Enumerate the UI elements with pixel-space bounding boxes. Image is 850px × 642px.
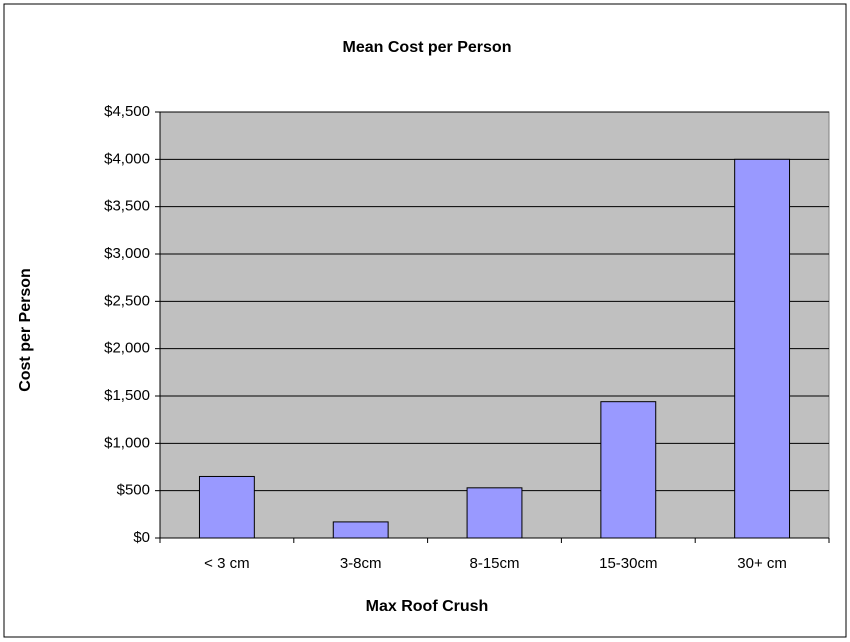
x-tick-label: 30+ cm: [737, 555, 787, 572]
y-tick-label: $3,000: [104, 245, 150, 262]
y-axis-label: Cost per Person: [17, 268, 34, 392]
y-tick-label: $1,500: [104, 387, 150, 404]
bar: [332, 521, 389, 539]
bar: [198, 475, 255, 539]
bar: [600, 401, 657, 539]
x-axis-label: Max Roof Crush: [366, 598, 489, 615]
y-tick-label: $3,500: [104, 198, 150, 215]
y-tick-label: $500: [117, 482, 150, 499]
x-tick-label: 3-8cm: [340, 555, 382, 572]
x-tick-label: 8-15cm: [469, 555, 519, 572]
y-tick-label: $4,500: [104, 103, 150, 120]
y-tick-label: $1,000: [104, 434, 150, 451]
bar: [466, 487, 523, 539]
x-tick-label: 15-30cm: [599, 555, 657, 572]
y-tick-label: $2,500: [104, 292, 150, 309]
chart-title: Mean Cost per Person: [343, 39, 512, 56]
y-tick-label: $0: [133, 529, 150, 546]
y-tick-label: $4,000: [104, 150, 150, 167]
plot-area: [159, 111, 830, 539]
bar: [734, 158, 791, 539]
y-tick-label: $2,000: [104, 340, 150, 357]
x-tick-label: < 3 cm: [204, 555, 249, 572]
